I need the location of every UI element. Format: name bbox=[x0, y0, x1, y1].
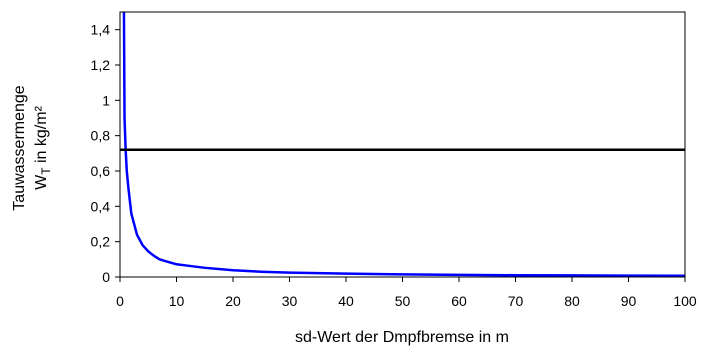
plot-area-frame bbox=[119, 11, 686, 278]
y-axis-title: Tauwassermenge WT in kg/m² bbox=[11, 85, 53, 211]
series-line-tauwasser bbox=[122, 11, 686, 278]
y-tick-label: 1,4 bbox=[91, 22, 111, 38]
x-tick-label: 100 bbox=[673, 293, 697, 309]
y-axis-title-line2: WT in kg/m² bbox=[33, 105, 53, 189]
y-tick-label: 0,4 bbox=[91, 198, 111, 214]
y-tick-label: 0,8 bbox=[91, 128, 111, 144]
x-tick-label: 70 bbox=[508, 293, 524, 309]
x-tick-label: 50 bbox=[395, 293, 411, 309]
y-tick-label: 1 bbox=[102, 92, 110, 108]
y-tick-label: 0,6 bbox=[91, 163, 111, 179]
y-tick-label: 0,2 bbox=[91, 234, 111, 250]
x-tick-label: 60 bbox=[451, 293, 467, 309]
x-tick-label: 0 bbox=[116, 293, 124, 309]
x-tick-label: 40 bbox=[338, 293, 354, 309]
x-tick-label: 80 bbox=[564, 293, 580, 309]
x-tick-label: 90 bbox=[621, 293, 637, 309]
x-tick-label: 30 bbox=[282, 293, 298, 309]
x-tick-label: 10 bbox=[169, 293, 185, 309]
x-axis-title: sd-Wert der Dmpfbremse in m bbox=[295, 329, 509, 346]
y-axis-title-line1: Tauwassermenge bbox=[11, 85, 28, 211]
y-tick-label: 1,2 bbox=[91, 57, 111, 73]
x-tick-label: 20 bbox=[225, 293, 241, 309]
y-tick-label: 0 bbox=[102, 269, 110, 285]
